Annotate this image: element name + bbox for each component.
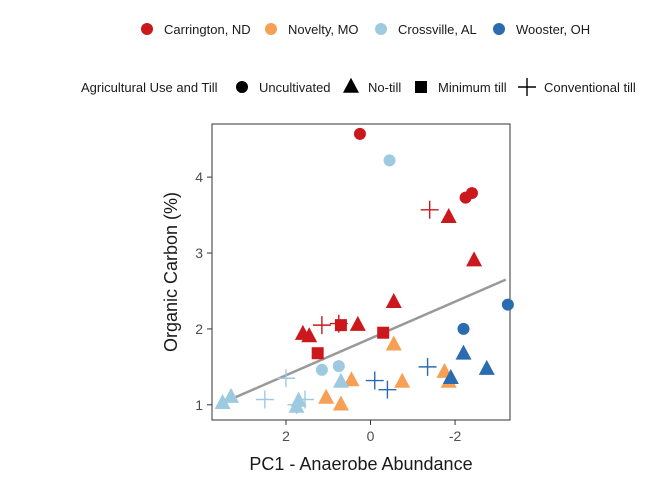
data-point [301, 327, 318, 343]
data-point [459, 191, 472, 204]
x-tick-label: 2 [282, 428, 290, 444]
data-point [440, 208, 457, 224]
y-axis-title: Organic Carbon (%) [161, 192, 181, 352]
legend-item-use: Minimum till [415, 80, 507, 95]
data-point [478, 359, 495, 375]
data-point [378, 380, 397, 399]
data-point [420, 200, 439, 219]
legend-key-triangle [343, 77, 359, 93]
x-axis: 2 0 -2 [282, 420, 461, 444]
legend-item-site: Crossville, AL [375, 22, 477, 37]
plot-panel [211, 123, 511, 421]
y-tick-label: 4 [195, 169, 203, 185]
y-tick-label: 2 [195, 321, 203, 337]
data-point [394, 372, 411, 388]
points-layer [214, 127, 514, 414]
legend-key-circle [141, 23, 153, 35]
data-point [365, 371, 384, 390]
x-tick-label: -2 [449, 428, 462, 444]
legend-key-circle [265, 23, 277, 35]
data-point [383, 154, 396, 167]
data-point [349, 315, 366, 331]
legend-key-square [415, 81, 427, 93]
legend-item-site: Wooster, OH [493, 22, 590, 37]
legend-key-circle [493, 23, 505, 35]
legend-item-site: Carrington, ND [141, 22, 251, 37]
legend-title: Agricultural Use and Till [81, 80, 218, 95]
x-tick-label: 0 [367, 428, 375, 444]
legend-label: Carrington, ND [164, 22, 251, 37]
legend-agricultural-use: Agricultural Use and Till Uncultivated No-… [81, 77, 636, 96]
data-point [385, 293, 402, 309]
data-point [318, 388, 335, 404]
data-point [315, 363, 328, 376]
data-point [311, 347, 324, 360]
data-point [353, 127, 366, 140]
legend-item-use: Uncultivated [236, 80, 331, 95]
data-point [377, 326, 390, 339]
trend-line-layer [226, 278, 507, 403]
data-point [418, 357, 437, 376]
data-point [332, 360, 345, 373]
data-point [343, 371, 360, 387]
y-tick-label: 1 [195, 397, 203, 413]
data-point [214, 394, 231, 410]
data-point [457, 322, 470, 335]
legend-key-circle [375, 23, 387, 35]
data-point [466, 251, 483, 267]
y-tick-label: 3 [195, 245, 203, 261]
legend-label: Uncultivated [259, 80, 331, 95]
data-point [276, 369, 295, 388]
data-point [287, 395, 306, 414]
data-point [332, 395, 349, 411]
legend-label: Wooster, OH [516, 22, 590, 37]
legend-label: Crossville, AL [398, 22, 477, 37]
trend-line [226, 278, 507, 403]
legend-label: Conventional till [544, 80, 636, 95]
data-point [312, 316, 331, 335]
data-point [223, 387, 240, 403]
data-point [329, 314, 348, 333]
legend-item-use: Conventional till [518, 78, 636, 96]
data-point [255, 390, 274, 409]
legend-label: Minimum till [438, 80, 507, 95]
legend-item-site: Novelty, MO [265, 22, 359, 37]
data-point [455, 344, 472, 360]
data-point [332, 372, 349, 388]
x-axis-title: PC1 - Anaerobe Abundance [249, 454, 472, 474]
data-point [334, 319, 347, 332]
data-point [385, 335, 402, 351]
data-point [501, 298, 514, 311]
legend-key-plus [518, 78, 536, 96]
legend-site: Carrington, ND Novelty, MO Crossville, AL W… [141, 22, 590, 37]
y-axis: 1 2 3 4 [195, 169, 212, 413]
legend-label: No-till [368, 80, 401, 95]
data-point [442, 368, 459, 384]
legend-key-circle [236, 81, 248, 93]
legend-label: Novelty, MO [288, 22, 359, 37]
legend-item-use: No-till [343, 77, 401, 95]
